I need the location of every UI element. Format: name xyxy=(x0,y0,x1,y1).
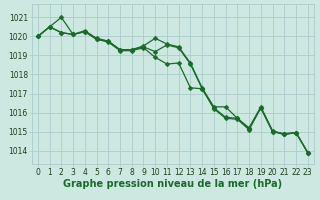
X-axis label: Graphe pression niveau de la mer (hPa): Graphe pression niveau de la mer (hPa) xyxy=(63,179,282,189)
